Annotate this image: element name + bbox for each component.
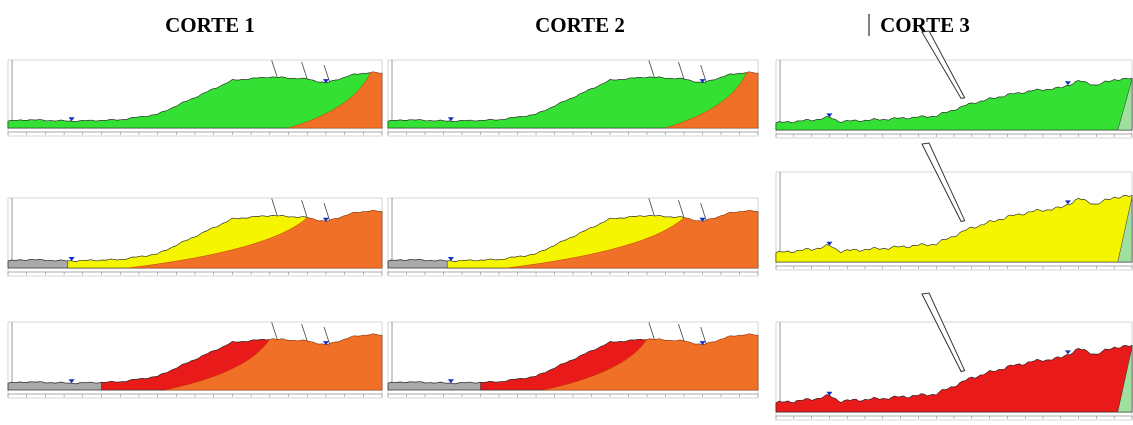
anchor — [648, 198, 655, 217]
water-mark — [68, 117, 75, 122]
water-mark — [322, 341, 329, 346]
water-mark — [1064, 200, 1071, 205]
water-mark — [1064, 81, 1071, 86]
anchor — [678, 61, 685, 80]
stable-zone — [165, 333, 383, 391]
anchor — [700, 202, 707, 221]
water-mark — [322, 79, 329, 84]
water-mark — [68, 257, 75, 261]
water-mark — [699, 217, 706, 222]
slide-mass — [775, 345, 1133, 413]
stable-zone — [665, 71, 759, 129]
water-mark — [68, 379, 75, 384]
slide-mass — [7, 71, 383, 129]
water-mark — [699, 79, 706, 84]
anchor — [271, 198, 278, 217]
anchor — [323, 202, 331, 221]
side-zone — [1117, 347, 1133, 413]
anchor — [271, 322, 278, 340]
anchor — [648, 60, 655, 78]
stable-zone — [543, 333, 759, 391]
water-mark — [1064, 350, 1071, 355]
section-title: CORTE 1 — [165, 13, 255, 37]
stable-zone — [127, 210, 383, 269]
anchor — [648, 322, 655, 340]
side-zone — [1117, 79, 1133, 131]
anchor — [921, 142, 966, 223]
stable-zone — [506, 210, 759, 269]
anchor — [678, 199, 685, 218]
water-mark — [699, 341, 706, 346]
water-mark — [826, 241, 833, 246]
side-zone — [1117, 197, 1133, 263]
anchor — [301, 61, 308, 80]
slide-mass — [775, 77, 1133, 131]
stable-zone — [288, 71, 383, 129]
section-title: CORTE 2 — [535, 13, 625, 37]
anchor — [921, 30, 966, 100]
water-mark — [447, 257, 454, 261]
anchor — [301, 199, 308, 218]
anchor — [301, 323, 308, 342]
water-mark — [826, 113, 833, 118]
anchor — [271, 60, 278, 78]
panels — [7, 30, 1133, 421]
water-mark — [322, 217, 329, 222]
slide-mass — [387, 71, 759, 129]
water-mark — [826, 391, 833, 396]
anchor — [921, 292, 966, 373]
anchor — [678, 323, 685, 342]
water-mark — [447, 117, 454, 122]
water-mark — [447, 379, 454, 384]
slide-mass — [775, 195, 1133, 263]
